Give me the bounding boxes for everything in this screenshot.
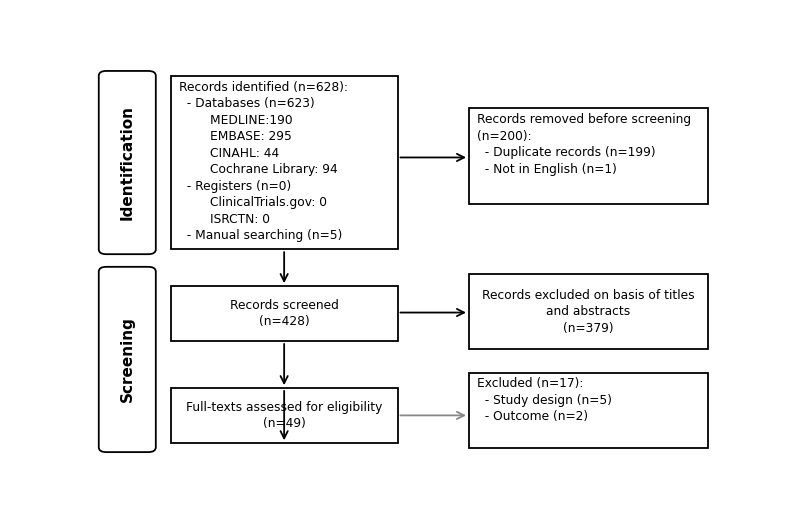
Text: Full-texts assessed for eligibility
(n=49): Full-texts assessed for eligibility (n=4… (186, 401, 382, 430)
FancyBboxPatch shape (171, 76, 398, 249)
FancyBboxPatch shape (469, 373, 708, 448)
Text: Records excluded on basis of titles
and abstracts
(n=379): Records excluded on basis of titles and … (482, 288, 694, 334)
FancyBboxPatch shape (98, 267, 156, 452)
Text: Identification: Identification (120, 105, 134, 220)
Text: Records identified (n=628):
  - Databases (n=623)
        MEDLINE:190
        EM: Records identified (n=628): - Databases … (179, 81, 348, 242)
FancyBboxPatch shape (171, 286, 398, 341)
FancyBboxPatch shape (469, 109, 708, 205)
Text: Records removed before screening
(n=200):
  - Duplicate records (n=199)
  - Not : Records removed before screening (n=200)… (477, 113, 691, 176)
Text: Excluded (n=17):
  - Study design (n=5)
  - Outcome (n=2): Excluded (n=17): - Study design (n=5) - … (477, 377, 612, 423)
Text: Records screened
(n=428): Records screened (n=428) (230, 299, 339, 328)
FancyBboxPatch shape (98, 71, 156, 254)
FancyBboxPatch shape (469, 274, 708, 349)
FancyBboxPatch shape (171, 388, 398, 443)
Text: Screening: Screening (120, 316, 134, 402)
